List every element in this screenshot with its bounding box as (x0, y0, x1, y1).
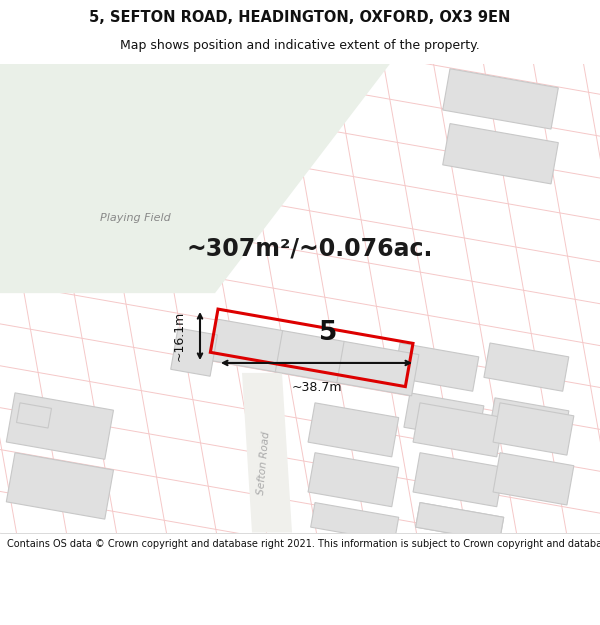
Polygon shape (394, 343, 479, 391)
Polygon shape (493, 452, 574, 505)
Text: Contains OS data © Crown copyright and database right 2021. This information is : Contains OS data © Crown copyright and d… (7, 539, 600, 549)
Text: ~16.1m: ~16.1m (173, 311, 186, 361)
Polygon shape (416, 503, 504, 542)
Polygon shape (7, 452, 113, 519)
Polygon shape (171, 328, 217, 376)
Polygon shape (484, 343, 569, 391)
Polygon shape (416, 503, 504, 542)
Text: 5: 5 (319, 320, 337, 346)
Text: Map shows position and indicative extent of the property.: Map shows position and indicative extent… (120, 39, 480, 52)
Text: Playing Field: Playing Field (100, 213, 171, 223)
Text: 5, SEFTON ROAD, HEADINGTON, OXFORD, OX3 9EN: 5, SEFTON ROAD, HEADINGTON, OXFORD, OX3 … (89, 11, 511, 26)
Polygon shape (413, 403, 504, 457)
Polygon shape (493, 403, 574, 455)
Polygon shape (413, 452, 504, 507)
Text: Sefton Road: Sefton Road (256, 431, 272, 495)
Polygon shape (308, 403, 399, 457)
Polygon shape (404, 393, 484, 440)
Polygon shape (242, 373, 292, 532)
Polygon shape (17, 403, 52, 428)
Polygon shape (489, 398, 569, 445)
Polygon shape (311, 503, 399, 542)
Polygon shape (443, 69, 559, 129)
Polygon shape (7, 393, 113, 459)
Text: ~38.7m: ~38.7m (291, 381, 342, 394)
Polygon shape (0, 64, 390, 293)
Polygon shape (443, 124, 559, 184)
Text: ~307m²/~0.076ac.: ~307m²/~0.076ac. (187, 236, 433, 260)
Polygon shape (308, 452, 399, 507)
Polygon shape (210, 319, 419, 396)
